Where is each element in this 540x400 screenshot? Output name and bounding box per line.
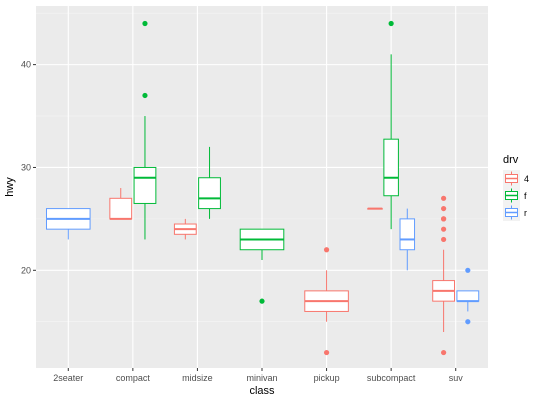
x-tick-label: subcompact — [367, 373, 416, 383]
box-body — [109, 197, 133, 220]
legend-key-4 — [503, 170, 520, 187]
x-tick-label: compact — [116, 373, 151, 383]
legend-label: r — [524, 208, 527, 218]
box-subcompact-r — [399, 208, 416, 271]
outlier-point — [441, 236, 447, 243]
box-body — [399, 218, 416, 251]
legend: drv 4 fr — [503, 154, 529, 221]
outlier-point — [323, 349, 330, 356]
box-body — [456, 290, 480, 302]
box-minivan-f — [239, 228, 285, 304]
box-2seater-r — [45, 208, 91, 240]
outlier-point — [465, 319, 471, 325]
y-axis-ticks: 20 30 40 — [21, 60, 36, 275]
x-tick-label: minivan — [246, 373, 277, 383]
legend-title: drv — [503, 154, 519, 166]
outlier-point — [465, 267, 471, 273]
box-subcompact-4 — [367, 207, 383, 210]
box-suv-4 — [432, 195, 456, 356]
major-gridlines — [36, 6, 488, 368]
outlier-point — [441, 349, 447, 356]
outlier-point — [441, 216, 447, 222]
outlier-point — [142, 92, 148, 99]
box-body — [133, 166, 157, 204]
box-pickup-4 — [304, 247, 349, 356]
x-axis-ticks: 2seater compact midsize minivan pickup subcom… — [53, 368, 463, 383]
box-midsize-f — [198, 146, 221, 219]
x-tick-label: pickup — [314, 373, 340, 383]
x-tick-label: midsize — [182, 373, 213, 383]
outlier-point — [142, 20, 148, 27]
outlier-point — [388, 20, 394, 27]
box-midsize-4 — [173, 218, 197, 240]
legend-key-f — [503, 187, 520, 204]
outlier-point — [441, 226, 447, 232]
x-tick-label: suv — [449, 373, 464, 383]
outlier-point — [441, 195, 447, 201]
legend-label: 4 — [524, 174, 529, 184]
y-axis-title: hwy — [4, 177, 16, 197]
box-body — [383, 138, 399, 197]
box-compact-f — [133, 20, 157, 240]
y-tick-label: 30 — [21, 162, 31, 172]
legend-key-r — [503, 204, 520, 221]
y-tick-label: 40 — [21, 60, 31, 70]
x-tick-label: 2seater — [53, 373, 83, 383]
y-tick-label: 20 — [21, 265, 31, 275]
outlier-point — [259, 298, 265, 304]
box-suv-r — [456, 267, 480, 325]
legend-label: f — [524, 191, 527, 201]
box-body — [198, 177, 221, 210]
x-axis-title: class — [249, 385, 275, 397]
outlier-point — [441, 205, 447, 212]
outlier-point — [323, 247, 330, 253]
box-compact-4 — [109, 188, 133, 220]
box-subcompact-f — [383, 20, 399, 230]
box-layer — [45, 20, 480, 356]
